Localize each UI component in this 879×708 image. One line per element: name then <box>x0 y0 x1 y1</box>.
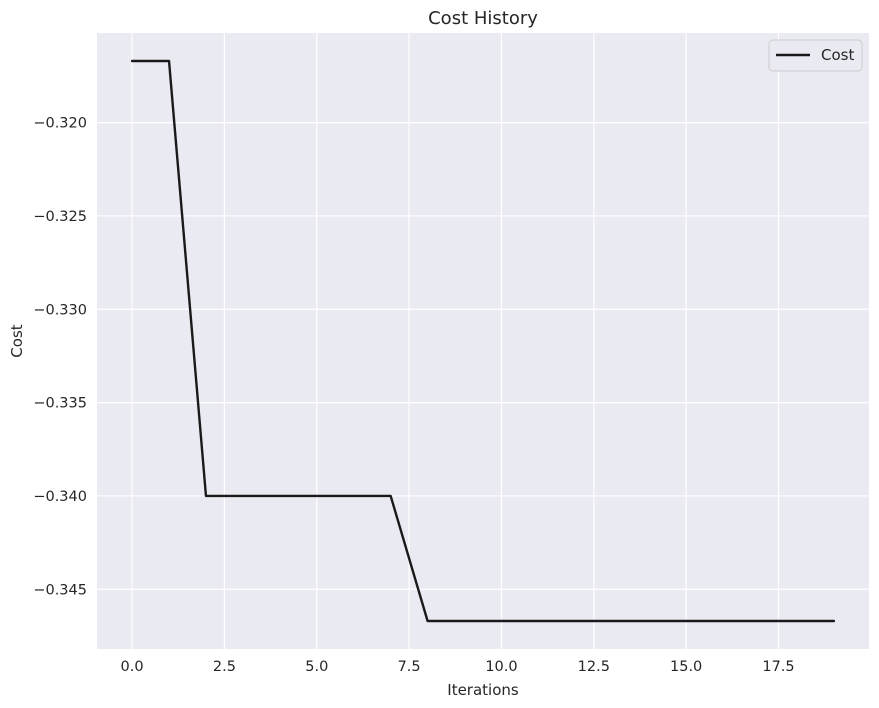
plot-area <box>97 33 869 649</box>
legend-label-cost: Cost <box>821 46 854 64</box>
x-tick-label: 15.0 <box>670 659 702 675</box>
y-tick-label: −0.320 <box>33 116 87 132</box>
x-tick-label: 0.0 <box>121 659 144 675</box>
series-layer <box>130 59 836 623</box>
y-tick-label: −0.345 <box>33 582 87 598</box>
y-tick-label: −0.325 <box>33 209 87 225</box>
x-tick-label: 2.5 <box>213 659 236 675</box>
x-axis-ticks: 0.0 2.5 5.0 7.5 10.0 12.5 15.0 17.5 <box>121 659 795 675</box>
x-tick-label: 7.5 <box>398 659 421 675</box>
x-tick-label: 17.5 <box>762 659 794 675</box>
legend: Cost <box>768 39 863 72</box>
chart-title: Cost History <box>428 8 538 29</box>
x-tick-label: 5.0 <box>305 659 328 675</box>
x-axis-label: Iterations <box>447 681 519 699</box>
legend-box <box>768 39 863 72</box>
y-axis-label: Cost <box>8 324 26 357</box>
grid-lines <box>97 33 869 649</box>
y-axis-ticks: −0.320 −0.325 −0.330 −0.335 −0.340 −0.345 <box>33 116 87 599</box>
y-tick-label: −0.330 <box>33 302 87 318</box>
x-tick-label: 12.5 <box>578 659 610 675</box>
y-tick-label: −0.335 <box>33 396 87 412</box>
y-tick-label: −0.340 <box>33 489 87 505</box>
series-line-cost <box>130 59 836 623</box>
x-tick-label: 10.0 <box>485 659 517 675</box>
